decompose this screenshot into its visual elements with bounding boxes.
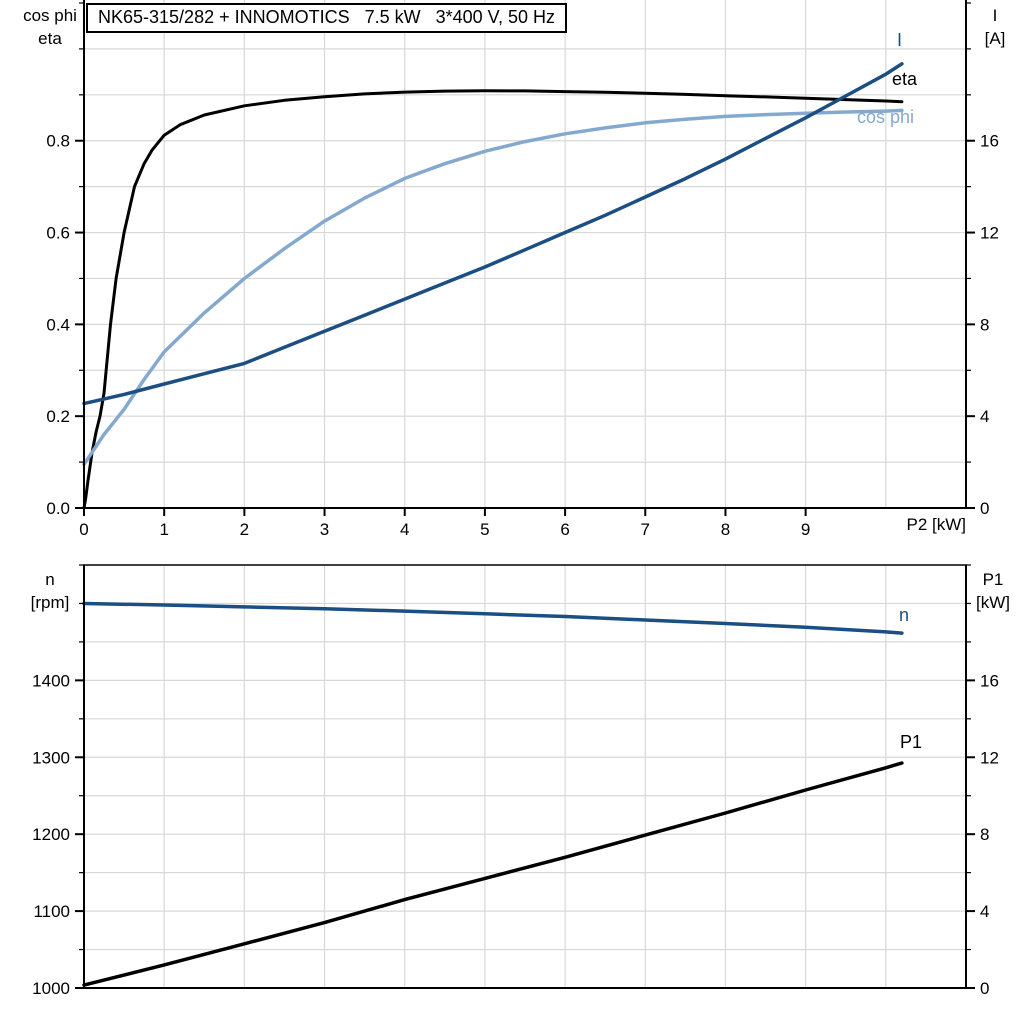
left-tick-label: 1400 <box>32 671 70 690</box>
right-tick-label: 16 <box>980 671 999 690</box>
x-tick-label: 9 <box>801 520 810 539</box>
x-axis-label: P2 [kW] <box>906 515 966 534</box>
x-tick-label: 5 <box>480 520 489 539</box>
right-tick-label: 16 <box>980 132 999 151</box>
cos-phi-axis-title: cos phi <box>23 6 77 25</box>
left-tick-label: 1000 <box>32 979 70 998</box>
current-axis-title: I <box>992 6 998 25</box>
x-tick-label: 2 <box>240 520 249 539</box>
speed-axis-title: n <box>45 570 55 589</box>
left-tick-label: 1300 <box>32 748 70 767</box>
speed-axis-unit: [rpm] <box>30 593 70 612</box>
left-tick-label: 0.6 <box>46 224 70 243</box>
x-tick-label: 6 <box>560 520 569 539</box>
speed-curve-label: n <box>899 605 910 625</box>
bottom-left-axis-title: n [rpm] <box>12 568 88 614</box>
current-curve-label: I <box>897 30 903 50</box>
cos-phi-curve <box>82 108 904 467</box>
right-tick-label: 12 <box>980 748 999 767</box>
left-tick-label: 0.2 <box>46 407 70 426</box>
current-axis-unit: [A] <box>984 29 1006 48</box>
right-tick-label: 8 <box>980 825 989 844</box>
right-tick-label: 0 <box>980 979 989 998</box>
top-left-axis-title: cos phi eta <box>12 4 88 50</box>
right-tick-label: 4 <box>980 407 989 426</box>
eta-axis-title: eta <box>38 29 62 48</box>
x-tick-label: 7 <box>641 520 650 539</box>
left-tick-label: 1100 <box>33 902 70 921</box>
power-curve-label: P1 <box>900 732 923 752</box>
right-tick-label: 0 <box>980 499 989 518</box>
cos-phi-curve-label: cos phi <box>857 107 915 127</box>
top-right-axis-title: I [A] <box>970 4 1020 50</box>
x-tick-label: 3 <box>320 520 329 539</box>
right-tick-label: 4 <box>980 902 989 921</box>
right-tick-label: 12 <box>980 224 999 243</box>
right-tick-label: 8 <box>980 315 989 334</box>
left-tick-label: 0.0 <box>46 499 70 518</box>
x-tick-label: 8 <box>721 520 730 539</box>
power-axis-unit: [kW] <box>976 593 1010 612</box>
x-tick-label: 4 <box>400 520 409 539</box>
I-curve <box>82 62 904 406</box>
eta-curve <box>82 89 904 510</box>
chart-title: NK65-315/282 + INNOMOTICS 7.5 kW 3*400 V… <box>86 3 568 33</box>
n-curve <box>82 601 904 635</box>
x-tick-label: 1 <box>159 520 168 539</box>
bottom-right-axis-title: P1 [kW] <box>964 568 1022 614</box>
x-tick-label: 0 <box>79 520 88 539</box>
left-tick-label: 0.8 <box>46 132 70 151</box>
eta-curve-label: eta <box>892 69 918 89</box>
left-tick-label: 0.4 <box>46 315 70 334</box>
power-axis-title: P1 <box>982 570 1004 589</box>
left-tick-label: 1200 <box>32 825 70 844</box>
P1-curve <box>82 761 904 987</box>
